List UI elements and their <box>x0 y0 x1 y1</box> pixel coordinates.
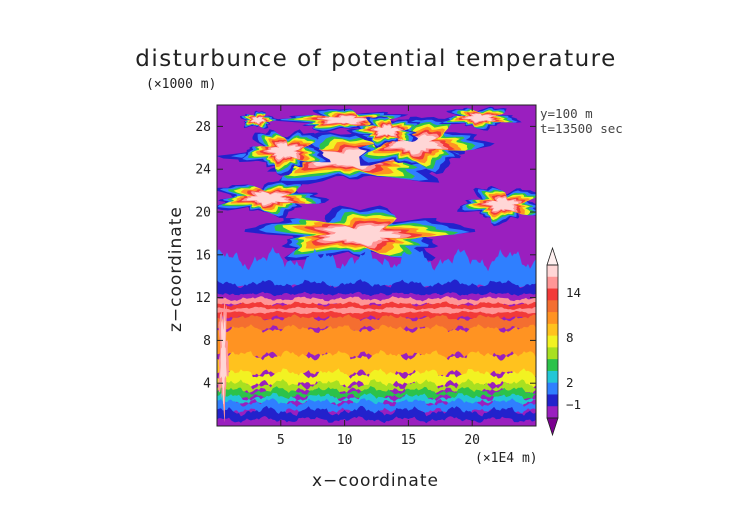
colorbar-segment-4 <box>547 312 558 325</box>
y-tick-label-3: 16 <box>195 248 211 263</box>
layer-gold <box>217 350 536 381</box>
colorbar-segment-3 <box>547 300 558 313</box>
colorbar-label-2: 8 <box>566 330 574 345</box>
warm-blob-7-7 <box>250 117 265 124</box>
warm-blob-3-7 <box>307 149 397 170</box>
layer-violet-floor <box>217 416 536 426</box>
edge-streak-light <box>220 314 227 405</box>
warm-blob-5-7 <box>266 142 301 160</box>
colorbar-segment-0 <box>547 265 558 278</box>
colorbar-label-0: −1 <box>566 397 581 412</box>
x-tick-label-1: 10 <box>337 433 353 448</box>
x-tick-label-0: 5 <box>277 433 285 448</box>
layer-lime <box>217 378 536 397</box>
colorbar-segment-10 <box>547 382 558 395</box>
colorbar-segment-8 <box>547 359 558 372</box>
x-tick-label-2: 15 <box>401 433 417 448</box>
y-tick-label-2: 12 <box>195 291 211 306</box>
y-tick-label-4: 20 <box>195 206 211 221</box>
x-tick-label-3: 20 <box>464 433 480 448</box>
colorbar-segment-9 <box>547 370 558 384</box>
annotation-t: t=13500 sec <box>540 121 623 136</box>
layer-orange <box>217 324 536 362</box>
colorbar-segment-12 <box>547 406 558 419</box>
layer-pink-streak <box>217 306 536 315</box>
colorbar-segment-6 <box>547 335 558 348</box>
colorbar-segment-7 <box>547 347 558 360</box>
colorbar-segment-5 <box>547 323 558 337</box>
y-tick-label-1: 8 <box>203 334 211 349</box>
y-tick-label-6: 28 <box>195 120 211 135</box>
colorbar-label-3: 14 <box>566 285 581 300</box>
heatmap-field <box>217 105 536 426</box>
x-unit-label: (×1E4 m) <box>475 451 538 466</box>
warm-blob-9-7 <box>373 125 401 136</box>
layer-sky-upper <box>217 247 536 290</box>
colorbar-segment-1 <box>547 276 558 290</box>
annotation-y: y=100 m <box>540 106 593 121</box>
warm-blob-0-7 <box>322 224 401 246</box>
colorbar-label-1: 2 <box>566 375 574 390</box>
colorbar-top-arrow <box>546 246 559 266</box>
y-tick-label-5: 24 <box>195 163 211 178</box>
colorbar-segment-2 <box>547 288 558 301</box>
colorbar-frame <box>546 264 559 419</box>
y-tick-label-0: 4 <box>203 377 211 392</box>
warm-blob-8-7 <box>464 113 494 123</box>
warm-blob-1-7 <box>246 191 289 206</box>
x-axis-label: x−coordinate <box>312 471 439 491</box>
chart-title: disturbunce of potential temperature <box>135 46 617 72</box>
warm-blob-6-7 <box>322 115 371 125</box>
y-unit-label: (×1000 m) <box>146 77 217 92</box>
plot-frame <box>216 104 537 427</box>
colorbar-segment-11 <box>547 394 558 407</box>
warm-blob-2-7 <box>485 197 519 211</box>
colorbar-bottom-arrow <box>546 417 559 437</box>
